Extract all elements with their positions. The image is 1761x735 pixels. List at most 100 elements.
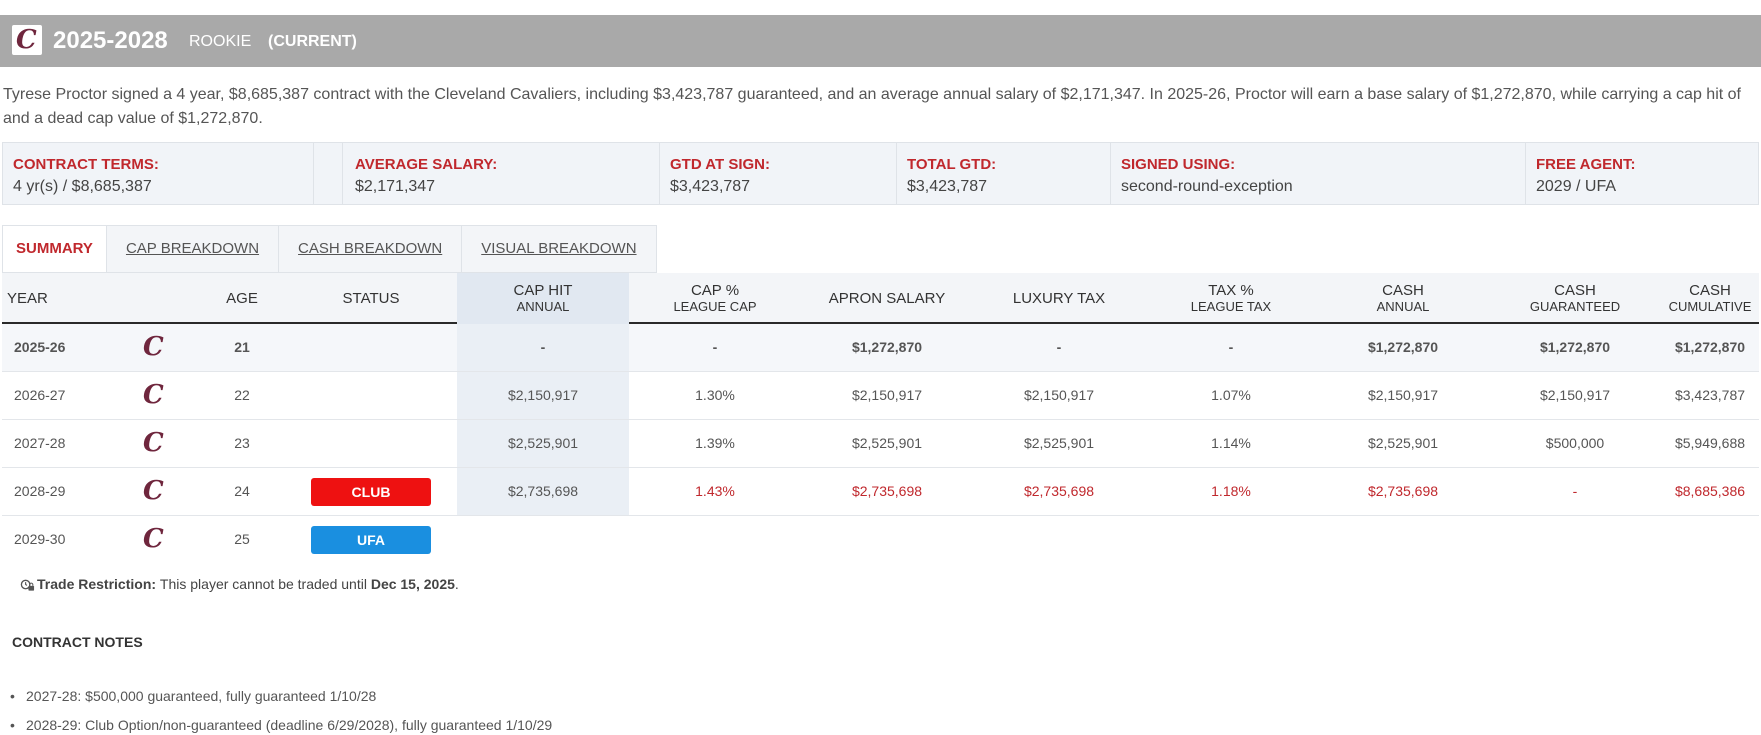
cell-apron-salary: $1,272,870: [851, 339, 923, 355]
term-value: $3,423,787: [907, 178, 988, 195]
cell-cash-cumulative: $1,272,870: [1674, 339, 1746, 355]
tab-cap-breakdown[interactable]: CAP BREAKDOWN: [107, 226, 280, 272]
cell-cash-guaranteed: $2,150,917: [1539, 387, 1611, 403]
cell-cash-guaranteed: -: [1572, 483, 1578, 499]
current-label: (CURRENT): [268, 33, 357, 50]
cell-year: 2026-27: [14, 387, 66, 403]
trade-restriction-date: Dec 15, 2025: [370, 576, 455, 592]
cell-cap-pct: 1.39%: [695, 435, 735, 451]
cell-tax-pct: 1.14%: [1211, 435, 1251, 451]
term-value: $3,423,787: [670, 178, 751, 195]
cell-apron-salary: $2,150,917: [851, 387, 923, 403]
club-option-badge: CLUB: [311, 478, 431, 506]
term-free-agent: FREE AGENT: 2029 / UFA: [1526, 143, 1758, 204]
table-row: 2026-27 C 22 $2,150,917 1.30% $2,150,917…: [2, 372, 1759, 420]
col-tax-pct: TAX % LEAGUE TAX: [1190, 281, 1272, 314]
col-cap-pct: CAP % LEAGUE CAP: [673, 281, 757, 314]
trade-lock-icon: [20, 579, 35, 591]
cell-cash-annual: $2,525,901: [1367, 435, 1439, 451]
col-luxury-tax: LUXURY TAX: [1012, 289, 1106, 307]
tab-cash-breakdown[interactable]: CASH BREAKDOWN: [279, 226, 463, 272]
term-gtd-at-sign: GTD AT SIGN: $3,423,787: [660, 143, 897, 204]
cell-cash-annual: $1,272,870: [1367, 339, 1439, 355]
col-status: STATUS: [342, 289, 400, 307]
contract-terms-bar: CONTRACT TERMS: 4 yr(s) / $8,685,387 AVE…: [2, 142, 1759, 205]
cell-tax-pct: 1.07%: [1211, 387, 1251, 403]
col-age: AGE: [226, 289, 258, 307]
cavaliers-logo-icon: C: [143, 332, 164, 362]
cavaliers-logo-icon: C: [143, 380, 164, 410]
cell-cash-guaranteed: $500,000: [1545, 435, 1605, 451]
ufa-badge: UFA: [311, 526, 431, 554]
term-label: AVERAGE SALARY:: [355, 156, 498, 173]
tab-visual-breakdown[interactable]: VISUAL BREAKDOWN: [481, 240, 637, 257]
cavaliers-logo-icon: C: [12, 25, 42, 55]
table-row: 2028-29 C 24 CLUB $2,735,698 1.43% $2,73…: [2, 468, 1759, 516]
cell-cash-annual: $2,735,698: [1367, 483, 1439, 499]
cell-age: 21: [234, 339, 250, 355]
cell-cap-hit: $2,525,901: [507, 435, 579, 451]
col-apron-salary: APRON SALARY: [828, 289, 946, 307]
cell-tax-pct: 1.18%: [1211, 483, 1251, 499]
trade-restriction-text: This player cannot be traded until: [159, 576, 367, 592]
contract-header: C 2025-2028 ROOKIE (CURRENT): [0, 15, 1761, 67]
trade-restriction-label: Trade Restriction:: [37, 576, 157, 592]
table-row: 2027-28 C 23 $2,525,901 1.39% $2,525,901…: [2, 420, 1759, 468]
cell-apron-salary: $2,525,901: [851, 435, 923, 451]
term-label: CONTRACT TERMS:: [13, 156, 159, 173]
table-row: 2029-30 C 25 UFA: [2, 516, 1759, 564]
cavaliers-logo-icon: C: [143, 428, 164, 458]
cell-year: 2028-29: [14, 483, 66, 499]
cell-apron-salary: $2,735,698: [851, 483, 923, 499]
cell-age: 22: [234, 387, 250, 403]
cell-age: 24: [234, 483, 250, 499]
table-header-row: YEAR AGE STATUS CAP HIT ANNUAL CAP % LEAGU…: [2, 273, 1759, 324]
col-cash-cumulative: CASH CUMULATIVE: [1668, 281, 1752, 314]
contract-type: ROOKIE: [189, 33, 252, 50]
cell-luxury-tax: $2,525,901: [1023, 435, 1095, 451]
cell-cash-cumulative: $8,685,386: [1674, 483, 1746, 499]
table-row: 2025-26 C 21 - - $1,272,870 - - $1,272,8…: [2, 324, 1759, 372]
term-label: FREE AGENT:: [1536, 156, 1636, 173]
term-value: $2,171,347: [355, 178, 436, 195]
cell-luxury-tax: $2,150,917: [1023, 387, 1095, 403]
cell-year: 2029-30: [14, 531, 66, 547]
term-contract-terms: CONTRACT TERMS: 4 yr(s) / $8,685,387: [3, 143, 314, 204]
col-cash-annual: CASH ANNUAL: [1376, 281, 1430, 314]
cell-cash-cumulative: $3,423,787: [1674, 387, 1746, 403]
list-item: 2028-29: Club Option/non-guaranteed (dea…: [10, 711, 552, 735]
cell-cash-guaranteed: $1,272,870: [1539, 339, 1611, 355]
col-cash-guaranteed: CASH GUARANTEED: [1529, 281, 1621, 314]
term-average-salary: AVERAGE SALARY: $2,171,347: [345, 143, 660, 204]
trade-restriction: Trade Restriction: This player cannot be…: [20, 575, 459, 593]
term-label: TOTAL GTD:: [907, 156, 997, 173]
cell-year: 2025-26: [14, 339, 66, 355]
cell-cap-pct: 1.30%: [695, 387, 735, 403]
cell-cash-cumulative: $5,949,688: [1674, 435, 1746, 451]
cell-year: 2027-28: [14, 435, 66, 451]
cell-cap-pct: 1.43%: [695, 483, 735, 499]
contract-tabs: SUMMARY CAP BREAKDOWN CASH BREAKDOWN VIS…: [2, 225, 657, 273]
col-cap-hit: CAP HIT ANNUAL: [513, 281, 573, 314]
contract-years: 2025-2028: [53, 27, 168, 54]
term-value: 4 yr(s) / $8,685,387: [13, 178, 152, 195]
tab-summary[interactable]: SUMMARY: [3, 226, 107, 272]
contract-summary: Tyrese Proctor signed a 4 year, $8,685,3…: [3, 86, 1741, 127]
term-value: second-round-exception: [1121, 178, 1293, 195]
cell-cap-hit: $2,150,917: [507, 387, 579, 403]
cell-luxury-tax: -: [1056, 339, 1062, 355]
cell-cash-annual: $2,150,917: [1367, 387, 1439, 403]
cell-cap-hit: -: [540, 339, 546, 355]
term-value: 2029 / UFA: [1536, 178, 1617, 195]
contract-notes-title: CONTRACT NOTES: [12, 634, 143, 650]
col-year: YEAR: [7, 289, 48, 307]
cell-cap-pct: -: [712, 339, 718, 355]
term-label: SIGNED USING:: [1121, 156, 1236, 173]
cavaliers-logo-icon: C: [143, 476, 164, 506]
term-label: GTD AT SIGN:: [670, 156, 770, 173]
term-signed-using: SIGNED USING: second-round-exception: [1111, 143, 1526, 204]
cell-age: 23: [234, 435, 250, 451]
contract-notes-list: 2027-28: $500,000 guaranteed, fully guar…: [10, 682, 552, 735]
cell-cap-hit: $2,735,698: [507, 483, 579, 499]
cavaliers-logo-icon: C: [143, 524, 164, 554]
